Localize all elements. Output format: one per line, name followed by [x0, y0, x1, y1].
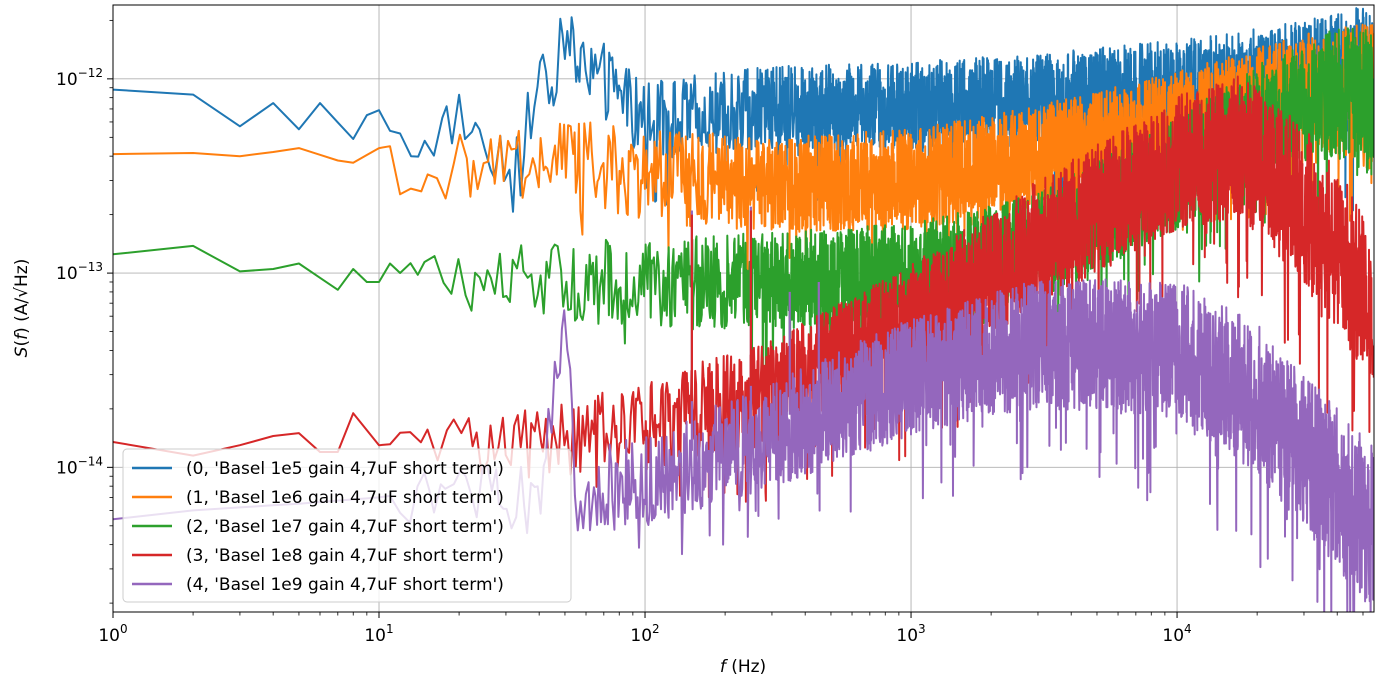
data-series [113, 7, 1374, 612]
legend: (0, 'Basel 1e5 gain 4,7uF short term') (1… [122, 448, 572, 603]
legend-entry: (0, 'Basel 1e5 gain 4,7uF short term') [186, 459, 504, 479]
y-tick-label: 10−12 [56, 66, 103, 90]
legend-entry: (1, 'Basel 1e6 gain 4,7uF short term') [186, 488, 504, 508]
legend-box [122, 448, 572, 603]
x-tick-label: 101 [364, 622, 393, 646]
y-axis-label: S(f) (A/√Hz) [12, 259, 32, 358]
series-line [113, 27, 1374, 388]
legend-entry: (2, 'Basel 1e7 gain 4,7uF short term') [186, 517, 504, 537]
x-tick-label: 100 [98, 622, 127, 646]
x-tick-label: 103 [896, 622, 925, 646]
legend-entry: (4, 'Basel 1e9 gain 4,7uF short term') [186, 575, 504, 595]
y-tick-label: 10−13 [56, 260, 103, 284]
x-tick-label: 102 [630, 622, 659, 646]
axis-ticks: 100 101 102 103 104 10−14 10−13 10−12 [56, 19, 1364, 646]
legend-entry: (3, 'Basel 1e8 gain 4,7uF short term') [186, 546, 504, 566]
x-axis-label: f (Hz) [720, 657, 766, 677]
y-tick-label: 10−14 [56, 454, 103, 478]
x-tick-label: 104 [1162, 622, 1191, 646]
plot-frame [112, 4, 1375, 613]
series-line [113, 23, 1374, 287]
series-line [113, 278, 1374, 612]
series-line [113, 75, 1374, 503]
